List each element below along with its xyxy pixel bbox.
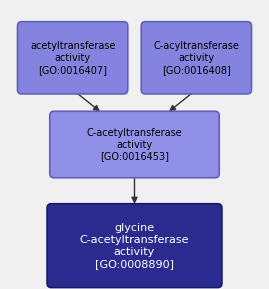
Text: C-acyltransferase
activity
[GO:0016408]: C-acyltransferase activity [GO:0016408] <box>153 41 239 75</box>
FancyBboxPatch shape <box>17 22 128 94</box>
Text: C-acetyltransferase
activity
[GO:0016453]: C-acetyltransferase activity [GO:0016453… <box>87 127 182 162</box>
Text: acetyltransferase
activity
[GO:0016407]: acetyltransferase activity [GO:0016407] <box>30 41 115 75</box>
FancyBboxPatch shape <box>50 111 219 178</box>
Text: glycine
C-acetyltransferase
activity
[GO:0008890]: glycine C-acetyltransferase activity [GO… <box>80 223 189 269</box>
FancyBboxPatch shape <box>141 22 252 94</box>
FancyBboxPatch shape <box>47 204 222 288</box>
